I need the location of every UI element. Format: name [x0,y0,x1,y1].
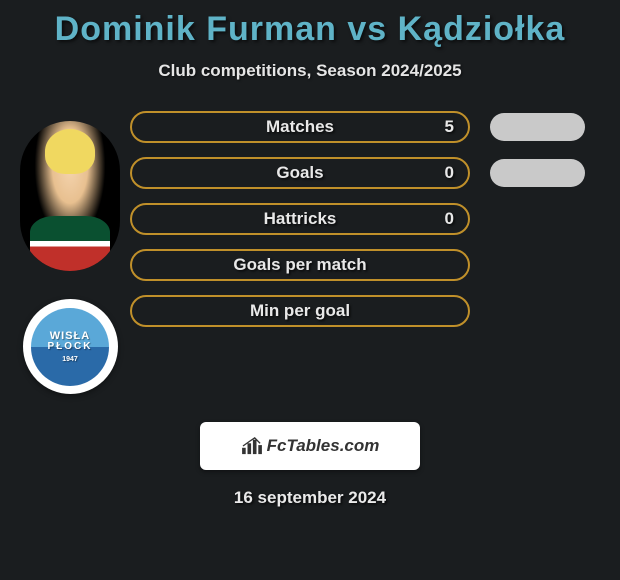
stat-pill: Matches 5 [130,111,470,143]
ghost-pill [490,113,585,141]
stat-pill: Goals 0 [130,157,470,189]
player-photo [20,121,120,271]
watermark-text: FcTables.com [267,436,380,456]
bars-icon [241,437,263,455]
watermark: FcTables.com [200,422,420,470]
club-badge: WISŁA PŁOCK 1947 [23,299,118,394]
content-area: WISŁA PŁOCK 1947 Matches5Goals0Hattricks… [10,111,610,394]
left-column: WISŁA PŁOCK 1947 [10,111,130,394]
stat-label: Goals per match [233,255,366,275]
stat-pill: Goals per match [130,249,470,281]
club-badge-inner: WISŁA PŁOCK 1947 [31,308,109,386]
stat-row: Hattricks 0 [130,203,590,235]
stat-row: Min per goal [130,295,590,327]
stat-label: Hattricks [264,209,337,229]
stats-column: Matches 5 Goals 0 Hattricks 0 Goals per match M… [130,111,610,394]
ghost-pill [490,159,585,187]
badge-line3: 1947 [62,356,78,363]
stat-row: Matches 5 [130,111,590,143]
stat-label: Min per goal [250,301,350,321]
stat-label: Goals [276,163,323,183]
stat-row: Goals 0 [130,157,590,189]
badge-line2: PŁOCK [48,341,93,352]
stat-value: 0 [445,209,454,229]
stat-value: 0 [445,163,454,183]
comparison-subtitle: Club competitions, Season 2024/2025 [10,61,610,81]
stat-pill: Hattricks 0 [130,203,470,235]
stat-value: 5 [445,117,454,137]
stat-row: Goals per match [130,249,590,281]
stat-label: Matches [266,117,334,137]
stat-pill: Min per goal [130,295,470,327]
comparison-title: Dominik Furman vs Kądziołka [10,10,610,49]
date-label: 16 september 2024 [10,488,610,508]
